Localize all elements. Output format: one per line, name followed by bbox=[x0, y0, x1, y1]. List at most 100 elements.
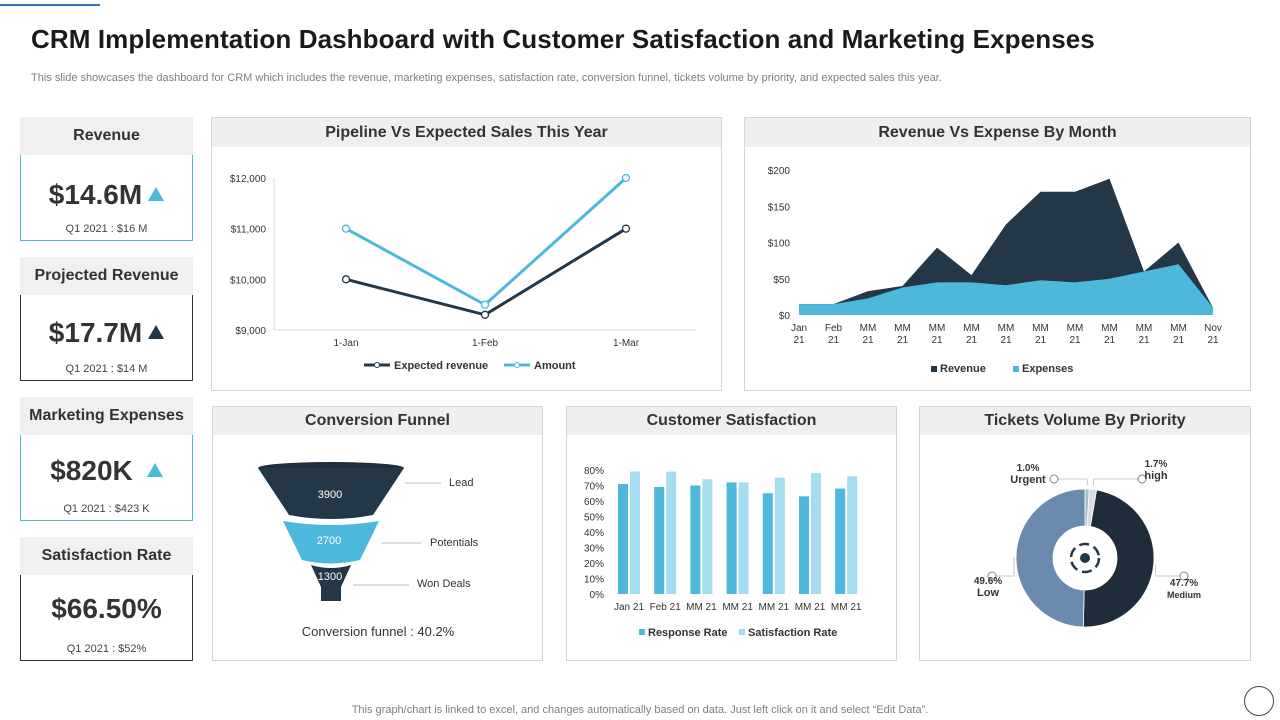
x-tick-label: MM bbox=[1032, 323, 1049, 334]
x-tick-label: 21 bbox=[1000, 335, 1012, 346]
y-tick-label: $12,000 bbox=[230, 174, 267, 185]
kpi-value: $14.6M bbox=[48, 179, 143, 210]
customer-satisfaction-title: Customer Satisfaction bbox=[567, 407, 896, 435]
y-tick-label: $0 bbox=[779, 311, 791, 322]
trend-up-icon bbox=[148, 324, 165, 339]
bar-response-rate bbox=[726, 482, 737, 594]
leader-marker bbox=[1137, 474, 1147, 484]
funnel-stage-potentials bbox=[283, 521, 379, 564]
data-point bbox=[341, 275, 351, 284]
leader-line bbox=[1155, 564, 1184, 577]
conversion-funnel-panel: Conversion Funnel 3900 2700 1300 Lead Po… bbox=[212, 406, 543, 661]
x-tick-label: 21 bbox=[1173, 335, 1185, 346]
legend-label: Satisfaction Rate bbox=[748, 627, 837, 639]
kpi-comparison: Q1 2021 : $423 K bbox=[63, 503, 150, 515]
y-tick-label: $10,000 bbox=[230, 275, 267, 286]
kpi-label: Revenue bbox=[20, 117, 193, 155]
y-tick-label: $150 bbox=[768, 202, 791, 213]
legend-swatch bbox=[931, 366, 937, 372]
y-tick-label: 50% bbox=[584, 513, 604, 524]
leader-line bbox=[992, 557, 1015, 577]
leader-line bbox=[1093, 478, 1142, 486]
trend-up-icon bbox=[148, 186, 165, 201]
bar-satisfaction-rate bbox=[630, 471, 640, 594]
tickets-donut-chart: 1.0%Urgent 1.7%high 47.7%Medium 49.6%Low bbox=[974, 459, 1201, 628]
legend-swatch bbox=[1013, 366, 1019, 372]
x-tick-label: 21 bbox=[1069, 335, 1081, 346]
x-tick-label: 1-Feb bbox=[472, 338, 499, 349]
bar-satisfaction-rate bbox=[702, 479, 713, 594]
x-tick-label: Feb 21 bbox=[650, 602, 682, 613]
funnel-graphic: 3900 2700 1300 Lead Potentials Won Deals… bbox=[258, 462, 479, 639]
funnel-stage-label: Potentials bbox=[430, 537, 479, 549]
slide-marker-circle bbox=[1244, 686, 1274, 716]
x-tick-label: MM 21 bbox=[722, 602, 753, 613]
kpi-value: $820K bbox=[50, 455, 133, 486]
kpi-box: $14.6M Q1 2021 : $16 M bbox=[20, 155, 193, 241]
x-tick-label: MM bbox=[1136, 323, 1153, 334]
legend-swatch bbox=[739, 629, 745, 635]
bar-response-rate bbox=[654, 487, 665, 594]
data-point bbox=[621, 224, 631, 233]
tickets-priority-title: Tickets Volume By Priority bbox=[920, 407, 1250, 435]
top-accent-line bbox=[0, 4, 100, 6]
kpi-value-row: $17.7M bbox=[21, 317, 192, 349]
legend-marker bbox=[514, 362, 520, 368]
bar-response-rate bbox=[690, 485, 701, 594]
area-expenses bbox=[799, 264, 1213, 315]
x-tick-label: 21 bbox=[1035, 335, 1047, 346]
pipeline-chart-title: Pipeline Vs Expected Sales This Year bbox=[212, 118, 721, 147]
data-point bbox=[480, 300, 490, 309]
x-tick-label: 21 bbox=[862, 335, 874, 346]
kpi-label: Marketing Expenses bbox=[20, 397, 193, 435]
satisfaction-bar-chart: 0% 10% 20% 30% 40% 50% 60% 70% 80% Jan 21 Feb 21 MM… bbox=[584, 466, 862, 639]
bar-satisfaction-rate bbox=[774, 477, 785, 594]
y-tick-label: $11,000 bbox=[231, 225, 267, 236]
x-tick-label: 21 bbox=[828, 335, 840, 346]
x-tick-label: Jan 21 bbox=[614, 602, 644, 613]
slice-percent-label: 1.7% bbox=[1145, 459, 1168, 470]
y-tick-label: 80% bbox=[584, 466, 604, 477]
funnel-value: 3900 bbox=[318, 489, 342, 501]
slice-name-label: Medium bbox=[1167, 590, 1201, 600]
series-line-amount bbox=[345, 176, 628, 307]
kpi-value-row: $820K bbox=[21, 455, 192, 487]
bar-response-rate bbox=[762, 493, 773, 594]
x-tick-label: 21 bbox=[793, 335, 805, 346]
x-tick-label: MM 21 bbox=[831, 602, 862, 613]
y-tick-label: 70% bbox=[584, 482, 604, 493]
funnel-value: 1300 bbox=[318, 571, 342, 583]
pipeline-chart-panel: Pipeline Vs Expected Sales This Year $9,… bbox=[211, 117, 722, 391]
bar-response-rate bbox=[799, 496, 809, 594]
x-tick-label: 21 bbox=[1207, 335, 1219, 346]
x-tick-label: 1-Mar bbox=[613, 338, 640, 349]
tickets-priority-panel: Tickets Volume By Priority 1.0% Urgent 1.7… bbox=[919, 406, 1251, 661]
data-point bbox=[341, 224, 351, 233]
x-tick-label: MM bbox=[963, 323, 980, 334]
x-tick-label: MM bbox=[1067, 323, 1084, 334]
legend-label: Revenue bbox=[940, 363, 986, 375]
kpi-label: Satisfaction Rate bbox=[20, 537, 193, 575]
x-tick-label: 21 bbox=[897, 335, 909, 346]
bar-satisfaction-rate bbox=[666, 471, 677, 594]
x-tick-label: MM 21 bbox=[795, 602, 826, 613]
legend-label: Amount bbox=[534, 360, 576, 372]
donut-slice-low bbox=[1015, 488, 1086, 628]
leader-marker bbox=[1049, 474, 1059, 484]
pipeline-line-chart: $9,000 $10,000 $11,000 $12,000 1-Jan 1-Feb 1-M… bbox=[230, 173, 696, 372]
y-tick-label: 20% bbox=[584, 559, 604, 570]
page-title: CRM Implementation Dashboard with Custom… bbox=[31, 24, 1095, 54]
leader-marker bbox=[1179, 571, 1189, 581]
gear-icon bbox=[1080, 553, 1090, 563]
legend-swatch bbox=[639, 629, 645, 635]
conversion-rate-text: Conversion funnel : 40.2% bbox=[302, 624, 455, 639]
x-tick-label: MM bbox=[929, 323, 946, 334]
donut-slice-medium bbox=[1082, 489, 1155, 628]
x-tick-label: MM bbox=[998, 323, 1015, 334]
kpi-value: $17.7M bbox=[48, 317, 143, 348]
revenue-expense-chart-panel: Revenue Vs Expense By Month $0 $50 $100 $15… bbox=[744, 117, 1251, 391]
funnel-value: 2700 bbox=[317, 535, 341, 547]
x-tick-label: 21 bbox=[966, 335, 978, 346]
bar-satisfaction-rate bbox=[847, 476, 858, 594]
leader-marker bbox=[987, 571, 997, 581]
